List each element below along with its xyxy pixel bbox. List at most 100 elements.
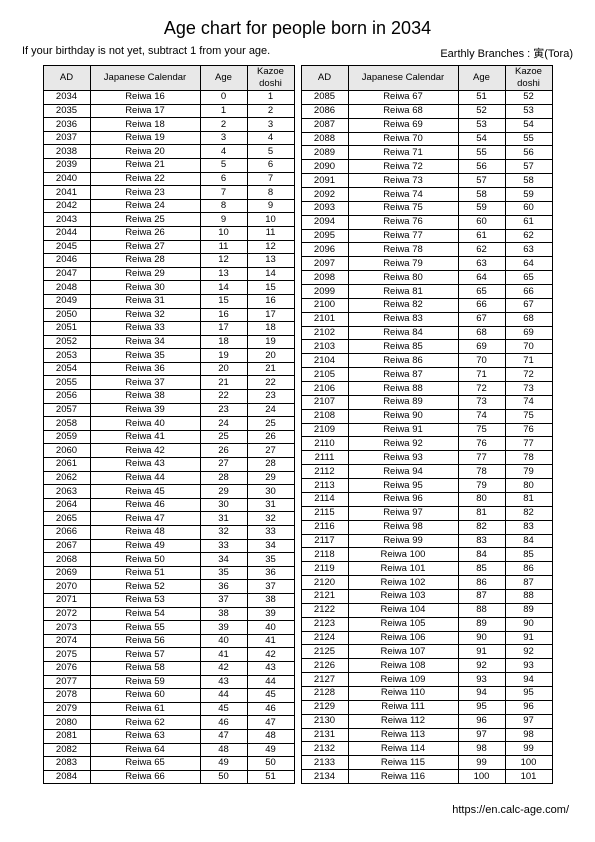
cell-ad: 2081 bbox=[43, 729, 90, 743]
cell-age: 60 bbox=[458, 215, 505, 229]
table-row: 2126Reiwa 1089293 bbox=[301, 659, 552, 673]
cell-jc: Reiwa 58 bbox=[90, 661, 200, 675]
cell-ad: 2039 bbox=[43, 158, 90, 172]
cell-jc: Reiwa 73 bbox=[348, 174, 458, 188]
cell-kazoe: 58 bbox=[505, 174, 552, 188]
cell-jc: Reiwa 95 bbox=[348, 479, 458, 493]
col-age-header: Age bbox=[458, 66, 505, 91]
cell-ad: 2057 bbox=[43, 403, 90, 417]
cell-age: 8 bbox=[200, 199, 247, 213]
cell-age: 55 bbox=[458, 146, 505, 160]
cell-age: 39 bbox=[200, 621, 247, 635]
cell-kazoe: 43 bbox=[247, 661, 294, 675]
cell-ad: 2130 bbox=[301, 714, 348, 728]
table-row: 2115Reiwa 978182 bbox=[301, 506, 552, 520]
cell-kazoe: 49 bbox=[247, 743, 294, 757]
cell-jc: Reiwa 92 bbox=[348, 437, 458, 451]
cell-jc: Reiwa 47 bbox=[90, 512, 200, 526]
table-row: 2042Reiwa 2489 bbox=[43, 199, 294, 213]
table-row: 2035Reiwa 1712 bbox=[43, 104, 294, 118]
cell-kazoe: 50 bbox=[247, 757, 294, 771]
cell-kazoe: 19 bbox=[247, 335, 294, 349]
cell-age: 82 bbox=[458, 520, 505, 534]
cell-ad: 2085 bbox=[301, 91, 348, 105]
cell-age: 4 bbox=[200, 145, 247, 159]
cell-kazoe: 12 bbox=[247, 240, 294, 254]
table-row: 2122Reiwa 1048889 bbox=[301, 603, 552, 617]
cell-age: 91 bbox=[458, 645, 505, 659]
table-row: 2039Reiwa 2156 bbox=[43, 158, 294, 172]
cell-jc: Reiwa 109 bbox=[348, 673, 458, 687]
cell-age: 78 bbox=[458, 465, 505, 479]
table-row: 2059Reiwa 412526 bbox=[43, 430, 294, 444]
cell-ad: 2037 bbox=[43, 131, 90, 145]
table-row: 2093Reiwa 755960 bbox=[301, 201, 552, 215]
cell-ad: 2125 bbox=[301, 645, 348, 659]
table-row: 2108Reiwa 907475 bbox=[301, 409, 552, 423]
age-table-left: AD Japanese Calendar Age Kazoe doshi 203… bbox=[43, 65, 295, 784]
cell-age: 58 bbox=[458, 188, 505, 202]
cell-age: 94 bbox=[458, 686, 505, 700]
cell-ad: 2051 bbox=[43, 322, 90, 336]
cell-ad: 2087 bbox=[301, 118, 348, 132]
cell-jc: Reiwa 32 bbox=[90, 308, 200, 322]
table-row: 2072Reiwa 543839 bbox=[43, 607, 294, 621]
cell-ad: 2093 bbox=[301, 201, 348, 215]
cell-age: 70 bbox=[458, 354, 505, 368]
cell-ad: 2061 bbox=[43, 458, 90, 472]
cell-kazoe: 7 bbox=[247, 172, 294, 186]
table-row: 2087Reiwa 695354 bbox=[301, 118, 552, 132]
cell-age: 47 bbox=[200, 729, 247, 743]
table-row: 2131Reiwa 1139798 bbox=[301, 728, 552, 742]
cell-kazoe: 3 bbox=[247, 118, 294, 132]
cell-age: 43 bbox=[200, 675, 247, 689]
table-row: 2055Reiwa 372122 bbox=[43, 376, 294, 390]
cell-kazoe: 80 bbox=[505, 479, 552, 493]
cell-age: 66 bbox=[458, 298, 505, 312]
table-row: 2079Reiwa 614546 bbox=[43, 702, 294, 716]
cell-kazoe: 94 bbox=[505, 673, 552, 687]
cell-age: 53 bbox=[458, 118, 505, 132]
cell-jc: Reiwa 28 bbox=[90, 254, 200, 268]
table-row: 2114Reiwa 968081 bbox=[301, 492, 552, 506]
cell-jc: Reiwa 115 bbox=[348, 756, 458, 770]
cell-age: 61 bbox=[458, 229, 505, 243]
cell-ad: 2062 bbox=[43, 471, 90, 485]
cell-jc: Reiwa 19 bbox=[90, 131, 200, 145]
cell-age: 46 bbox=[200, 716, 247, 730]
table-row: 2067Reiwa 493334 bbox=[43, 539, 294, 553]
cell-kazoe: 27 bbox=[247, 444, 294, 458]
table-row: 2130Reiwa 1129697 bbox=[301, 714, 552, 728]
subhead-row: If your birthday is not yet, subtract 1 … bbox=[22, 45, 573, 61]
cell-kazoe: 55 bbox=[505, 132, 552, 146]
cell-ad: 2121 bbox=[301, 589, 348, 603]
cell-jc: Reiwa 107 bbox=[348, 645, 458, 659]
table-row: 2084Reiwa 665051 bbox=[43, 770, 294, 784]
table-row: 2054Reiwa 362021 bbox=[43, 362, 294, 376]
cell-kazoe: 73 bbox=[505, 382, 552, 396]
cell-age: 63 bbox=[458, 257, 505, 271]
cell-age: 85 bbox=[458, 562, 505, 576]
cell-kazoe: 69 bbox=[505, 326, 552, 340]
cell-kazoe: 31 bbox=[247, 498, 294, 512]
cell-age: 28 bbox=[200, 471, 247, 485]
header-row: AD Japanese Calendar Age Kazoe doshi bbox=[301, 66, 552, 91]
cell-kazoe: 26 bbox=[247, 430, 294, 444]
cell-jc: Reiwa 54 bbox=[90, 607, 200, 621]
cell-ad: 2111 bbox=[301, 451, 348, 465]
cell-jc: Reiwa 17 bbox=[90, 104, 200, 118]
cell-ad: 2102 bbox=[301, 326, 348, 340]
cell-jc: Reiwa 29 bbox=[90, 267, 200, 281]
cell-ad: 2074 bbox=[43, 634, 90, 648]
table-row: 2048Reiwa 301415 bbox=[43, 281, 294, 295]
cell-kazoe: 87 bbox=[505, 576, 552, 590]
cell-jc: Reiwa 25 bbox=[90, 213, 200, 227]
cell-age: 12 bbox=[200, 254, 247, 268]
cell-kazoe: 36 bbox=[247, 566, 294, 580]
cell-age: 35 bbox=[200, 566, 247, 580]
cell-kazoe: 39 bbox=[247, 607, 294, 621]
table-row: 2118Reiwa 1008485 bbox=[301, 548, 552, 562]
footer-url: https://en.calc-age.com/ bbox=[452, 804, 569, 816]
cell-jc: Reiwa 49 bbox=[90, 539, 200, 553]
cell-ad: 2100 bbox=[301, 298, 348, 312]
